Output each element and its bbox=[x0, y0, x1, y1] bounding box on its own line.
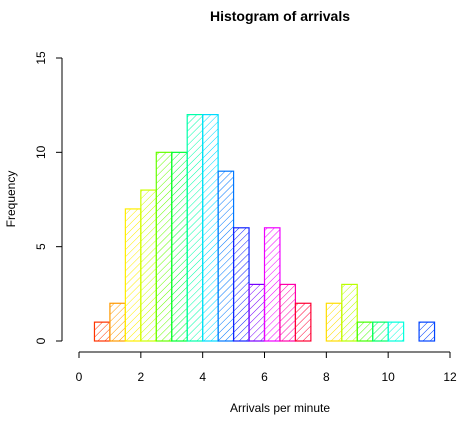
histogram-bar bbox=[140, 189, 157, 342]
histogram-bar bbox=[202, 113, 219, 342]
histogram-bar bbox=[387, 321, 405, 342]
histogram-bar bbox=[418, 321, 436, 342]
x-tick-label: 12 bbox=[443, 370, 457, 384]
y-tick-label: 0 bbox=[34, 337, 48, 344]
histogram-bar bbox=[124, 208, 142, 342]
histogram-bar bbox=[93, 321, 111, 342]
histogram-bar bbox=[155, 151, 173, 342]
histogram-bar bbox=[325, 302, 343, 342]
histogram-bar bbox=[372, 321, 389, 342]
x-tick-label: 8 bbox=[323, 370, 330, 384]
x-tick-label: 2 bbox=[137, 370, 144, 384]
histogram-bar bbox=[232, 227, 250, 342]
x-axis-label: Arrivals per minute bbox=[230, 401, 330, 415]
histogram-bar bbox=[217, 170, 235, 342]
histogram-bar bbox=[356, 321, 374, 342]
histogram-bar bbox=[248, 283, 266, 342]
chart-title: Histogram of arrivals bbox=[210, 8, 350, 24]
y-tick-label: 15 bbox=[34, 51, 48, 65]
x-axis: 0 2 4 6 8 10 12 bbox=[76, 351, 457, 384]
y-axis-label: Frequency bbox=[4, 171, 18, 228]
histogram-bar bbox=[109, 302, 126, 342]
histogram-bar bbox=[341, 283, 358, 342]
x-tick-label: 10 bbox=[381, 370, 395, 384]
histogram-bar bbox=[279, 283, 297, 342]
x-tick-label: 0 bbox=[76, 370, 83, 384]
histogram-bar bbox=[171, 151, 188, 342]
x-tick-label: 4 bbox=[199, 370, 206, 384]
x-tick-label: 6 bbox=[261, 370, 268, 384]
histogram-bar bbox=[294, 302, 312, 342]
y-axis: 0 5 10 15 bbox=[34, 51, 63, 344]
histogram-bar bbox=[263, 227, 281, 342]
y-tick-label: 5 bbox=[34, 243, 48, 250]
histogram-bar bbox=[186, 113, 204, 342]
y-tick-label: 10 bbox=[34, 145, 48, 159]
bars-group bbox=[93, 113, 436, 342]
